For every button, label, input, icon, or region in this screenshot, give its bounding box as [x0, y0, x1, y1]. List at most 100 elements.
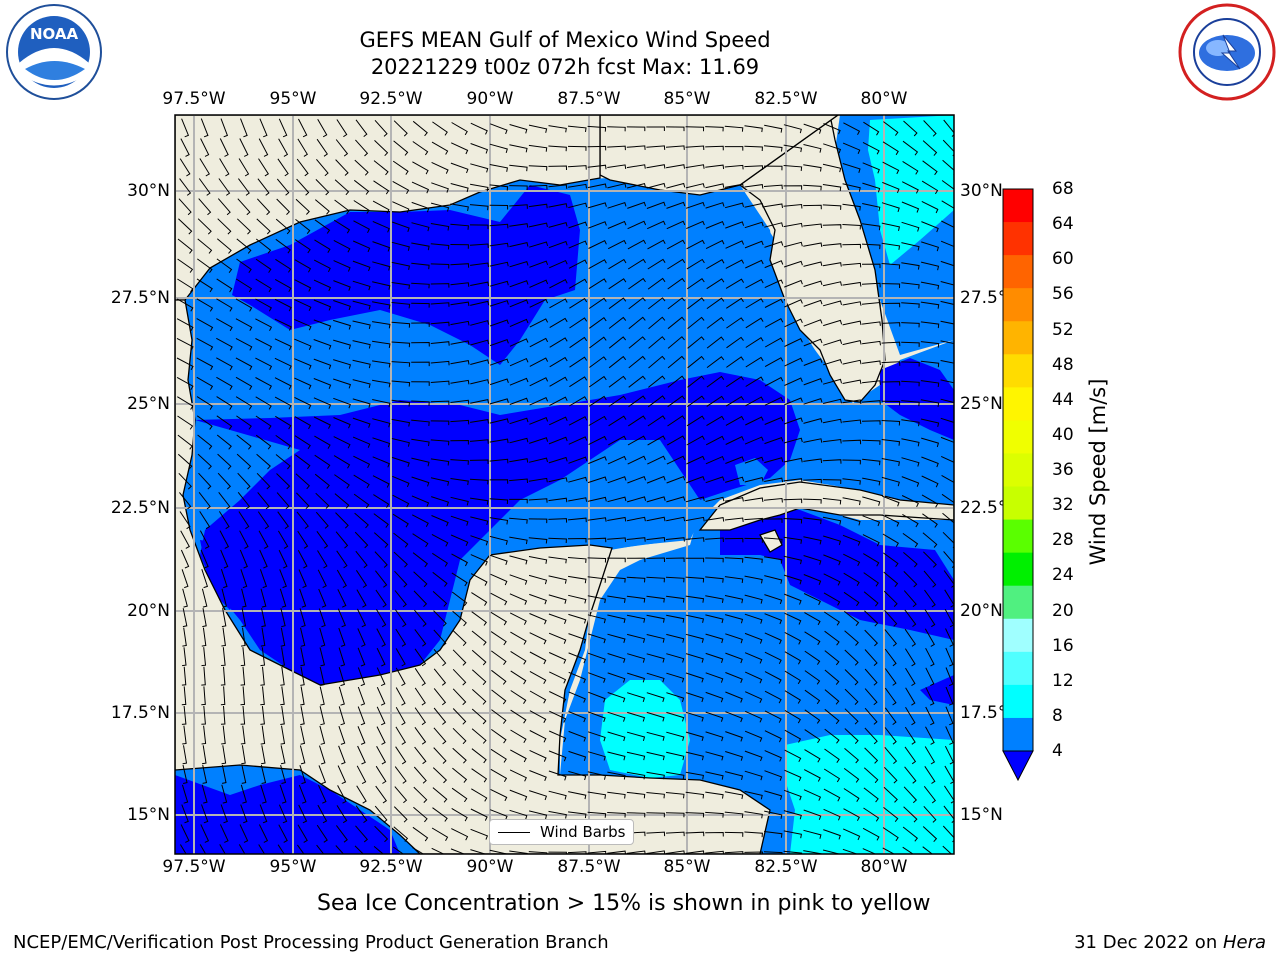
wind-barb	[804, 650, 821, 665]
wind-barb	[587, 576, 607, 583]
wind-barb	[294, 318, 312, 331]
wind-barb	[355, 570, 368, 588]
wind-barb	[221, 725, 226, 745]
wind-barb	[549, 396, 568, 407]
wind-barb	[705, 239, 725, 250]
wind-barb	[945, 686, 954, 706]
wind-barb	[862, 162, 880, 174]
wind-barb	[450, 244, 469, 249]
wind-barb	[338, 627, 346, 647]
wind-barb	[260, 706, 265, 725]
wind-barb	[255, 238, 272, 254]
wind-barb	[903, 806, 918, 823]
wind-barb	[706, 395, 725, 407]
wind-barb	[881, 420, 901, 426]
wind-barb	[489, 554, 508, 566]
wind-barb	[299, 765, 306, 785]
wind-barb	[430, 360, 450, 366]
wind-barb	[414, 609, 427, 627]
wind-barb	[903, 590, 917, 608]
wind-barb	[724, 811, 744, 818]
wind-barb	[489, 300, 509, 307]
wind-barb	[923, 120, 937, 137]
wind-barb	[196, 278, 213, 293]
wind-barb	[744, 652, 763, 664]
wind-barb	[626, 812, 646, 818]
wind-barb	[568, 221, 588, 229]
wind-barb	[705, 183, 725, 189]
wind-barb	[372, 437, 391, 448]
wind-barb	[706, 415, 725, 427]
wind-barb	[706, 297, 725, 310]
wind-barb	[450, 515, 469, 526]
wind-barb	[489, 319, 509, 327]
wind-barb	[904, 726, 916, 745]
wind-barb	[549, 298, 568, 309]
colorbar	[1002, 188, 1034, 782]
wind-barb	[411, 201, 430, 213]
wind-barb	[665, 576, 685, 583]
wind-barb	[843, 591, 860, 607]
wind-barb	[430, 302, 450, 307]
wind-barb	[784, 631, 802, 645]
wind-barb	[374, 551, 388, 568]
wind-barb	[646, 576, 665, 583]
wind-barb	[201, 725, 207, 745]
wind-barb	[220, 666, 226, 686]
wind-barb	[275, 415, 292, 430]
wind-barb	[260, 588, 267, 608]
wind-barb	[469, 224, 489, 230]
wind-barb	[450, 340, 470, 346]
lon-tick: 87.5°W	[557, 89, 621, 109]
wind-barb	[196, 318, 214, 332]
wind-barb	[489, 517, 509, 525]
wind-barb	[823, 592, 841, 606]
wind-barb	[489, 358, 509, 366]
wind-barb	[391, 438, 410, 447]
wind-barb	[354, 531, 369, 549]
wind-barb	[219, 530, 230, 549]
wind-barb	[667, 375, 685, 388]
wind-barb	[509, 478, 528, 484]
wind-barb	[333, 260, 351, 272]
colorbar-segment	[1003, 486, 1033, 521]
wind-barb	[764, 318, 784, 328]
wind-barb	[685, 183, 705, 189]
wind-barb	[240, 686, 246, 706]
wind-barb	[548, 575, 567, 584]
wind-barb	[646, 771, 665, 780]
wind-barb	[587, 614, 606, 624]
wind-barb	[905, 667, 916, 687]
wind-barb	[646, 516, 666, 522]
wind-barb	[199, 158, 210, 177]
colorbar-segment	[1003, 552, 1033, 587]
wind-barb	[744, 691, 763, 704]
wind-barb	[490, 573, 508, 586]
wind-barb	[548, 851, 567, 854]
colorbar-tick-label: 56	[1052, 284, 1074, 305]
wind-barb	[902, 826, 919, 842]
wind-barb	[240, 784, 247, 804]
wind-barb	[843, 768, 860, 783]
wind-barb	[471, 611, 487, 626]
wind-barb	[608, 395, 627, 407]
wind-barb	[725, 751, 744, 761]
wind-barb	[395, 667, 406, 687]
wind-barb	[568, 575, 587, 584]
wind-barb	[568, 811, 587, 819]
lat-tick: 27.5°N	[110, 288, 170, 308]
wind-barb	[236, 218, 252, 235]
wind-barb	[490, 631, 507, 646]
wind-barb	[373, 494, 390, 508]
wind-barb	[314, 454, 331, 469]
wind-barb	[280, 627, 286, 647]
colorbar-tick-label: 52	[1052, 319, 1074, 340]
wind-barb	[803, 123, 822, 134]
wind-barb	[471, 689, 487, 705]
wind-barb	[587, 557, 607, 563]
wind-barb	[431, 182, 449, 193]
wind-barb	[528, 851, 548, 854]
wind-barb	[529, 279, 549, 288]
wind-barb	[200, 138, 210, 157]
wind-barb	[357, 745, 366, 765]
